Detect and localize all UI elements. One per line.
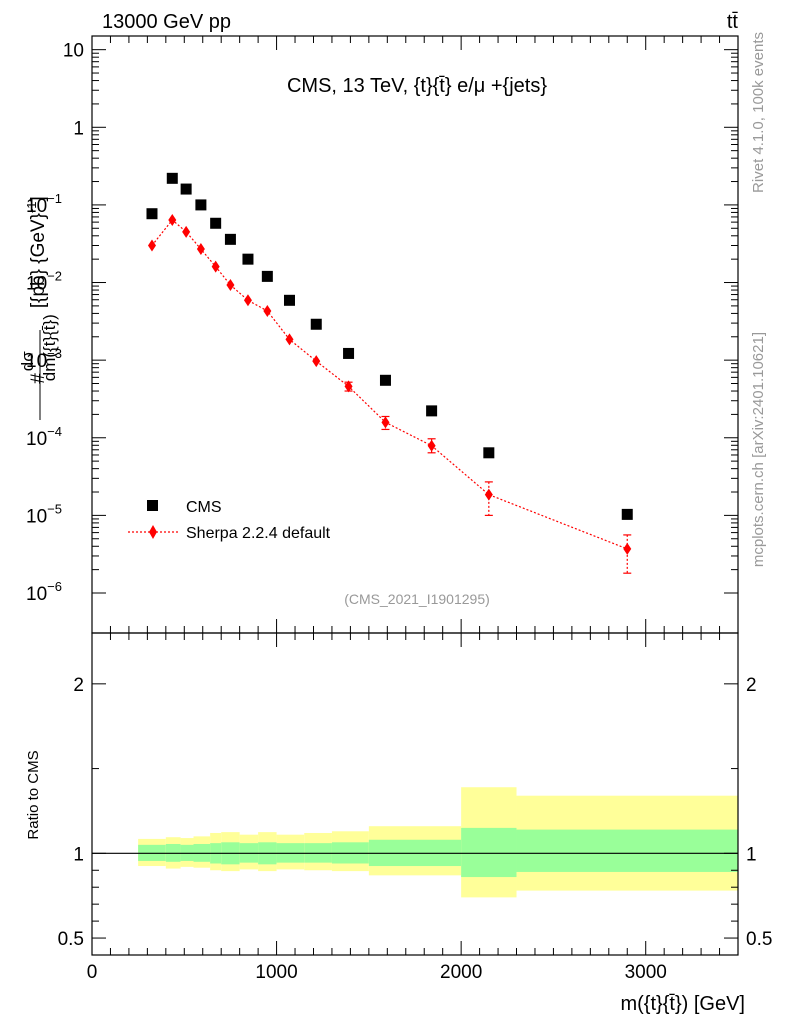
main-axis-ticks: 10 1 10−1 10−2 10−3 10−4 10−5 10−6	[26, 41, 738, 605]
y-label-exponent: -1	[24, 201, 39, 213]
ratio-panel: 2 2 1 1 0.5 0.5 Ratio to CMS	[25, 675, 772, 950]
sherpa-point	[344, 380, 353, 393]
x-tick-label: 1000	[255, 962, 297, 983]
main-series-layer	[146, 172, 633, 574]
ratio-inner-band	[516, 829, 738, 872]
sherpa-point	[226, 278, 235, 291]
y-axis-label: # dσ dm({t}{t̄}) [{pb} {GeV}-1]	[18, 196, 59, 420]
main-panel: CMS, 13 TeV, {t}{t̄} e/μ +{jets} 10 1 10−1…	[18, 41, 738, 607]
cms-point	[195, 199, 207, 211]
cms-point	[166, 172, 178, 184]
sherpa-point	[623, 542, 632, 555]
x-axis-ticks: 0 1000 2000 3000	[87, 36, 739, 983]
cms-point	[426, 405, 438, 417]
y-tick-label: 1	[73, 118, 84, 139]
y-label-close: ]	[28, 196, 49, 201]
ratio-tick-label: 2	[73, 675, 84, 696]
sherpa-point	[196, 243, 205, 256]
cms-point	[224, 233, 236, 245]
cms-point	[283, 294, 295, 306]
sherpa-point	[285, 333, 294, 346]
cms-point	[343, 347, 355, 359]
cms-point	[146, 208, 158, 220]
cms-point	[483, 447, 495, 459]
rivet-version-label: Rivet 4.1.0, 100k events	[750, 32, 767, 193]
sherpa-point	[312, 355, 321, 368]
y-label-units: [{pb} {GeV}	[28, 213, 49, 308]
y-tick-label: 10−4	[26, 424, 62, 450]
ratio-inner-band	[461, 827, 517, 878]
sherpa-point	[182, 225, 191, 238]
sherpa-point	[263, 304, 272, 317]
x-axis-label: m({t}{t̄}) [GeV]	[620, 993, 745, 1015]
sherpa-point	[147, 239, 156, 252]
header-process-label: 13000 GeV pp	[102, 11, 231, 33]
ratio-tick-label: 1	[73, 844, 84, 865]
ratio-tick-label-right: 0.5	[746, 929, 772, 950]
ratio-tick-label-right: 2	[746, 675, 757, 696]
x-tick-label: 0	[87, 962, 98, 983]
y-label-hash: #	[28, 373, 49, 384]
analysis-id-label: (CMS_2021_I1901295)	[344, 591, 490, 607]
y-tick-label: 10−2	[26, 269, 62, 295]
ratio-axis-ticks: 2 2 1 1 0.5 0.5	[58, 675, 773, 950]
legend: CMS Sherpa 2.2.4 default	[128, 499, 331, 542]
ratio-y-axis-label: Ratio to CMS	[25, 750, 42, 839]
legend-sherpa-marker	[149, 525, 157, 539]
main-plot-frame	[91, 35, 739, 634]
y-tick-label: 10	[63, 41, 84, 62]
mcplots-source-label: mcplots.cern.ch [arXiv:2401.10621]	[750, 332, 767, 567]
sherpa-point	[484, 488, 493, 501]
x-tick-label: 3000	[625, 962, 667, 983]
ratio-plot-frame	[91, 632, 739, 956]
cms-point	[621, 508, 633, 520]
x-tick-label: 2000	[440, 962, 482, 983]
ratio-bands-layer	[92, 787, 738, 898]
sherpa-point	[211, 260, 220, 273]
cms-point	[210, 217, 222, 229]
cms-point	[242, 253, 254, 265]
sherpa-point	[381, 416, 390, 429]
y-tick-label: 10−1	[26, 191, 62, 217]
chart-title: CMS, 13 TeV, {t}{t̄} e/μ +{jets}	[287, 75, 547, 97]
cms-point	[379, 374, 391, 386]
ratio-tick-label: 0.5	[58, 929, 84, 950]
y-label-numerator: dσ	[18, 351, 37, 371]
header-final-state-label: tt̄	[727, 11, 739, 33]
y-tick-label: 10−5	[26, 501, 62, 527]
y-tick-label: 10−6	[26, 579, 62, 605]
y-tick-label: 10−3	[26, 346, 62, 372]
cms-point	[261, 270, 273, 282]
legend-sherpa-label: Sherpa 2.2.4 default	[186, 525, 331, 542]
cms-point	[180, 183, 192, 195]
legend-cms-label: CMS	[186, 499, 222, 516]
legend-cms-marker	[147, 500, 158, 511]
sherpa-point	[243, 294, 252, 307]
cms-point	[310, 318, 322, 330]
sherpa-point	[168, 213, 177, 226]
y-label-denominator: dm({t}{t̄})	[40, 314, 59, 381]
sherpa-point	[427, 439, 436, 452]
ratio-tick-label-right: 1	[746, 844, 757, 865]
